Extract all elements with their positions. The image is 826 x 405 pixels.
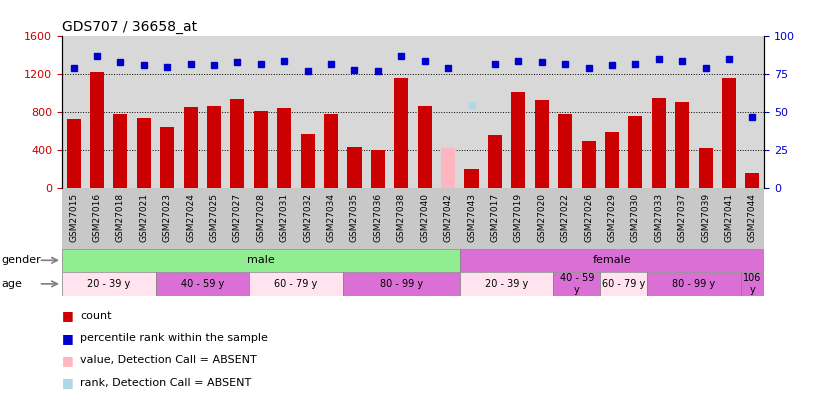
Text: GSM27022: GSM27022 (561, 193, 570, 242)
Text: GSM27023: GSM27023 (163, 193, 172, 242)
Text: GSM27031: GSM27031 (280, 193, 289, 242)
Text: GSM27019: GSM27019 (514, 193, 523, 242)
Bar (160, 127, 174, 188)
Bar (511, 92, 525, 188)
Bar (207, 106, 221, 188)
Text: rank, Detection Call = ABSENT: rank, Detection Call = ABSENT (80, 378, 251, 388)
Bar (629, 116, 643, 188)
Bar (278, 109, 292, 188)
Bar (324, 114, 338, 188)
Text: GSM27035: GSM27035 (350, 193, 359, 242)
Text: 80 - 99 y: 80 - 99 y (380, 279, 423, 289)
Bar (675, 102, 689, 188)
Bar (534, 100, 548, 188)
Text: 80 - 99 y: 80 - 99 y (672, 279, 715, 289)
Bar (488, 135, 502, 188)
Text: 60 - 79 y: 60 - 79 y (602, 279, 645, 289)
Text: female: female (592, 255, 631, 265)
Text: ■: ■ (62, 309, 74, 322)
Text: 40 - 59 y: 40 - 59 y (181, 279, 224, 289)
Bar (605, 132, 619, 188)
Bar (553, 272, 601, 296)
Text: GSM27021: GSM27021 (140, 193, 149, 242)
Text: GSM27015: GSM27015 (69, 193, 78, 242)
Text: GSM27030: GSM27030 (631, 193, 640, 242)
Text: 40 - 59
y: 40 - 59 y (560, 273, 594, 295)
Bar (371, 150, 385, 188)
Text: GSM27037: GSM27037 (677, 193, 686, 242)
Text: age: age (2, 279, 22, 289)
Bar (249, 272, 343, 296)
Text: male: male (247, 255, 275, 265)
Text: GSM27028: GSM27028 (256, 193, 265, 242)
Text: value, Detection Call = ABSENT: value, Detection Call = ABSENT (80, 356, 257, 365)
Bar (113, 114, 127, 188)
Text: GSM27043: GSM27043 (467, 193, 476, 242)
Bar (254, 111, 268, 188)
Bar (441, 148, 455, 188)
Text: GSM27026: GSM27026 (584, 193, 593, 242)
Text: percentile rank within the sample: percentile rank within the sample (80, 333, 268, 343)
Text: 20 - 39 y: 20 - 39 y (87, 279, 131, 289)
Bar (90, 72, 104, 188)
Text: GDS707 / 36658_at: GDS707 / 36658_at (62, 20, 197, 34)
Text: GSM27041: GSM27041 (724, 193, 733, 242)
Text: ■: ■ (62, 354, 74, 367)
Bar (722, 78, 736, 188)
Text: GSM27032: GSM27032 (303, 193, 312, 242)
Text: GSM27033: GSM27033 (654, 193, 663, 242)
Bar (343, 272, 460, 296)
Bar (464, 169, 478, 188)
Text: GSM27034: GSM27034 (326, 193, 335, 242)
Bar (652, 98, 666, 188)
Bar (301, 134, 315, 188)
Bar (348, 147, 362, 188)
Bar (647, 272, 741, 296)
Text: GSM27016: GSM27016 (93, 193, 102, 242)
Text: GSM27027: GSM27027 (233, 193, 242, 242)
Bar (183, 107, 197, 188)
Bar (558, 114, 572, 188)
Text: 60 - 79 y: 60 - 79 y (274, 279, 318, 289)
Text: ■: ■ (62, 332, 74, 345)
Bar (745, 173, 759, 188)
Text: gender: gender (2, 255, 41, 265)
Text: GSM27044: GSM27044 (748, 193, 757, 242)
Text: GSM27025: GSM27025 (210, 193, 219, 242)
Bar (582, 141, 596, 188)
Text: GSM27018: GSM27018 (116, 193, 125, 242)
Text: GSM27036: GSM27036 (373, 193, 382, 242)
Bar (741, 272, 764, 296)
Text: GSM27024: GSM27024 (186, 193, 195, 242)
Bar (67, 119, 81, 188)
Bar (460, 249, 764, 272)
Text: GSM27029: GSM27029 (607, 193, 616, 242)
Bar (418, 106, 432, 188)
Bar (155, 272, 249, 296)
Bar (230, 99, 244, 188)
Text: ■: ■ (62, 376, 74, 389)
Bar (62, 272, 155, 296)
Bar (394, 78, 408, 188)
Text: GSM27038: GSM27038 (396, 193, 406, 242)
Text: 106
y: 106 y (743, 273, 762, 295)
Text: GSM27042: GSM27042 (444, 193, 453, 242)
Bar (460, 272, 553, 296)
Bar (699, 148, 713, 188)
Bar (62, 249, 460, 272)
Text: 20 - 39 y: 20 - 39 y (485, 279, 529, 289)
Text: GSM27039: GSM27039 (701, 193, 710, 242)
Text: GSM27017: GSM27017 (491, 193, 500, 242)
Bar (601, 272, 647, 296)
Text: GSM27020: GSM27020 (537, 193, 546, 242)
Text: GSM27040: GSM27040 (420, 193, 430, 242)
Text: count: count (80, 311, 112, 321)
Bar (137, 118, 151, 188)
